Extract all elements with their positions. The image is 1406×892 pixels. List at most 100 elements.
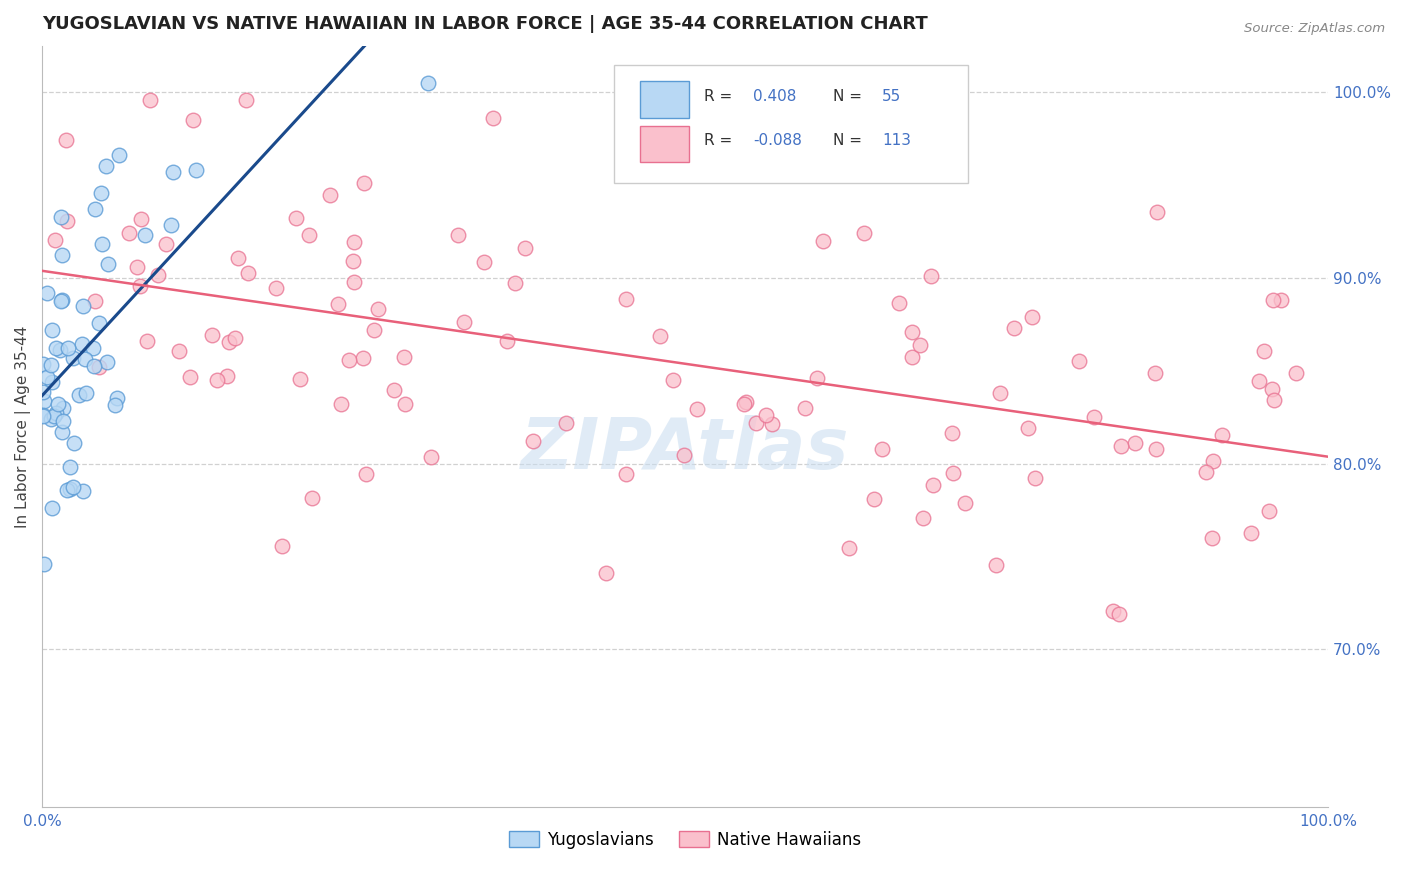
Point [1108,607,1130,621]
Point [226,251,249,265]
Point [224,331,246,345]
Point [139,93,162,107]
Point [200,328,222,343]
Point [686,401,709,416]
Point [503,277,526,291]
Point [118,226,141,240]
Point [941,426,963,441]
Point [83,202,105,217]
Point [89,317,111,331]
Point [135,334,157,349]
Point [1021,310,1043,325]
Point [105,391,128,405]
Point [67,388,90,402]
Point [235,93,257,107]
Point [662,374,685,388]
Point [207,373,229,387]
Point [34,394,56,409]
Point [215,369,238,384]
Point [1195,465,1218,479]
Point [326,297,349,311]
Point [420,450,443,464]
Point [266,281,288,295]
Point [96,159,118,173]
Point [953,496,976,510]
Point [863,491,886,506]
Point [1083,410,1105,425]
Point [354,467,377,482]
Text: R =: R = [704,133,738,148]
Point [32,409,55,423]
Point [49,210,72,224]
Point [872,442,894,456]
Point [44,409,66,424]
Point [984,558,1007,572]
Point [52,401,75,415]
Point [922,478,945,492]
Point [595,566,617,581]
Point [811,234,834,248]
Point [32,408,55,422]
Point [45,406,67,420]
Point [1253,344,1275,359]
Point [159,218,181,232]
Point [41,323,63,337]
Point [125,260,148,274]
Point [32,558,55,572]
Point [155,236,177,251]
Point [1270,293,1292,307]
Point [39,358,62,372]
Point [384,383,406,397]
Point [343,275,366,289]
Point [367,301,389,316]
Point [672,448,695,462]
Point [614,467,637,481]
Point [329,397,352,411]
Point [554,416,576,430]
Point [63,436,86,450]
Point [1102,604,1125,618]
Point [49,293,72,308]
Point [1017,421,1039,435]
Point [46,397,69,411]
FancyBboxPatch shape [640,81,689,118]
Point [39,411,62,425]
Point [90,186,112,200]
Point [1240,525,1263,540]
Point [912,511,935,525]
Point [56,213,79,227]
Text: 113: 113 [882,133,911,148]
Point [794,401,817,416]
Point [75,351,97,366]
Point [179,369,201,384]
Point [108,148,131,162]
Point [52,414,75,428]
Point [32,384,55,399]
Point [1109,439,1132,453]
Point [838,541,860,556]
Point [392,351,415,365]
Text: N =: N = [832,89,868,104]
Point [1261,383,1284,397]
Point [339,353,361,368]
Point [41,500,63,515]
Point [162,165,184,179]
Point [920,269,942,284]
Point [148,268,170,282]
Point [72,483,94,498]
Text: 0.408: 0.408 [754,89,797,104]
Y-axis label: In Labor Force | Age 35-44: In Labor Force | Age 35-44 [15,326,31,527]
Point [942,466,965,480]
Point [343,235,366,249]
Point [181,113,204,128]
Point [169,343,191,358]
Point [1146,205,1168,219]
Point [35,286,58,301]
Point [186,163,208,178]
FancyBboxPatch shape [614,65,969,183]
Point [342,254,364,268]
Point [852,226,875,240]
Point [238,266,260,280]
Point [648,328,671,343]
Point [51,248,73,262]
